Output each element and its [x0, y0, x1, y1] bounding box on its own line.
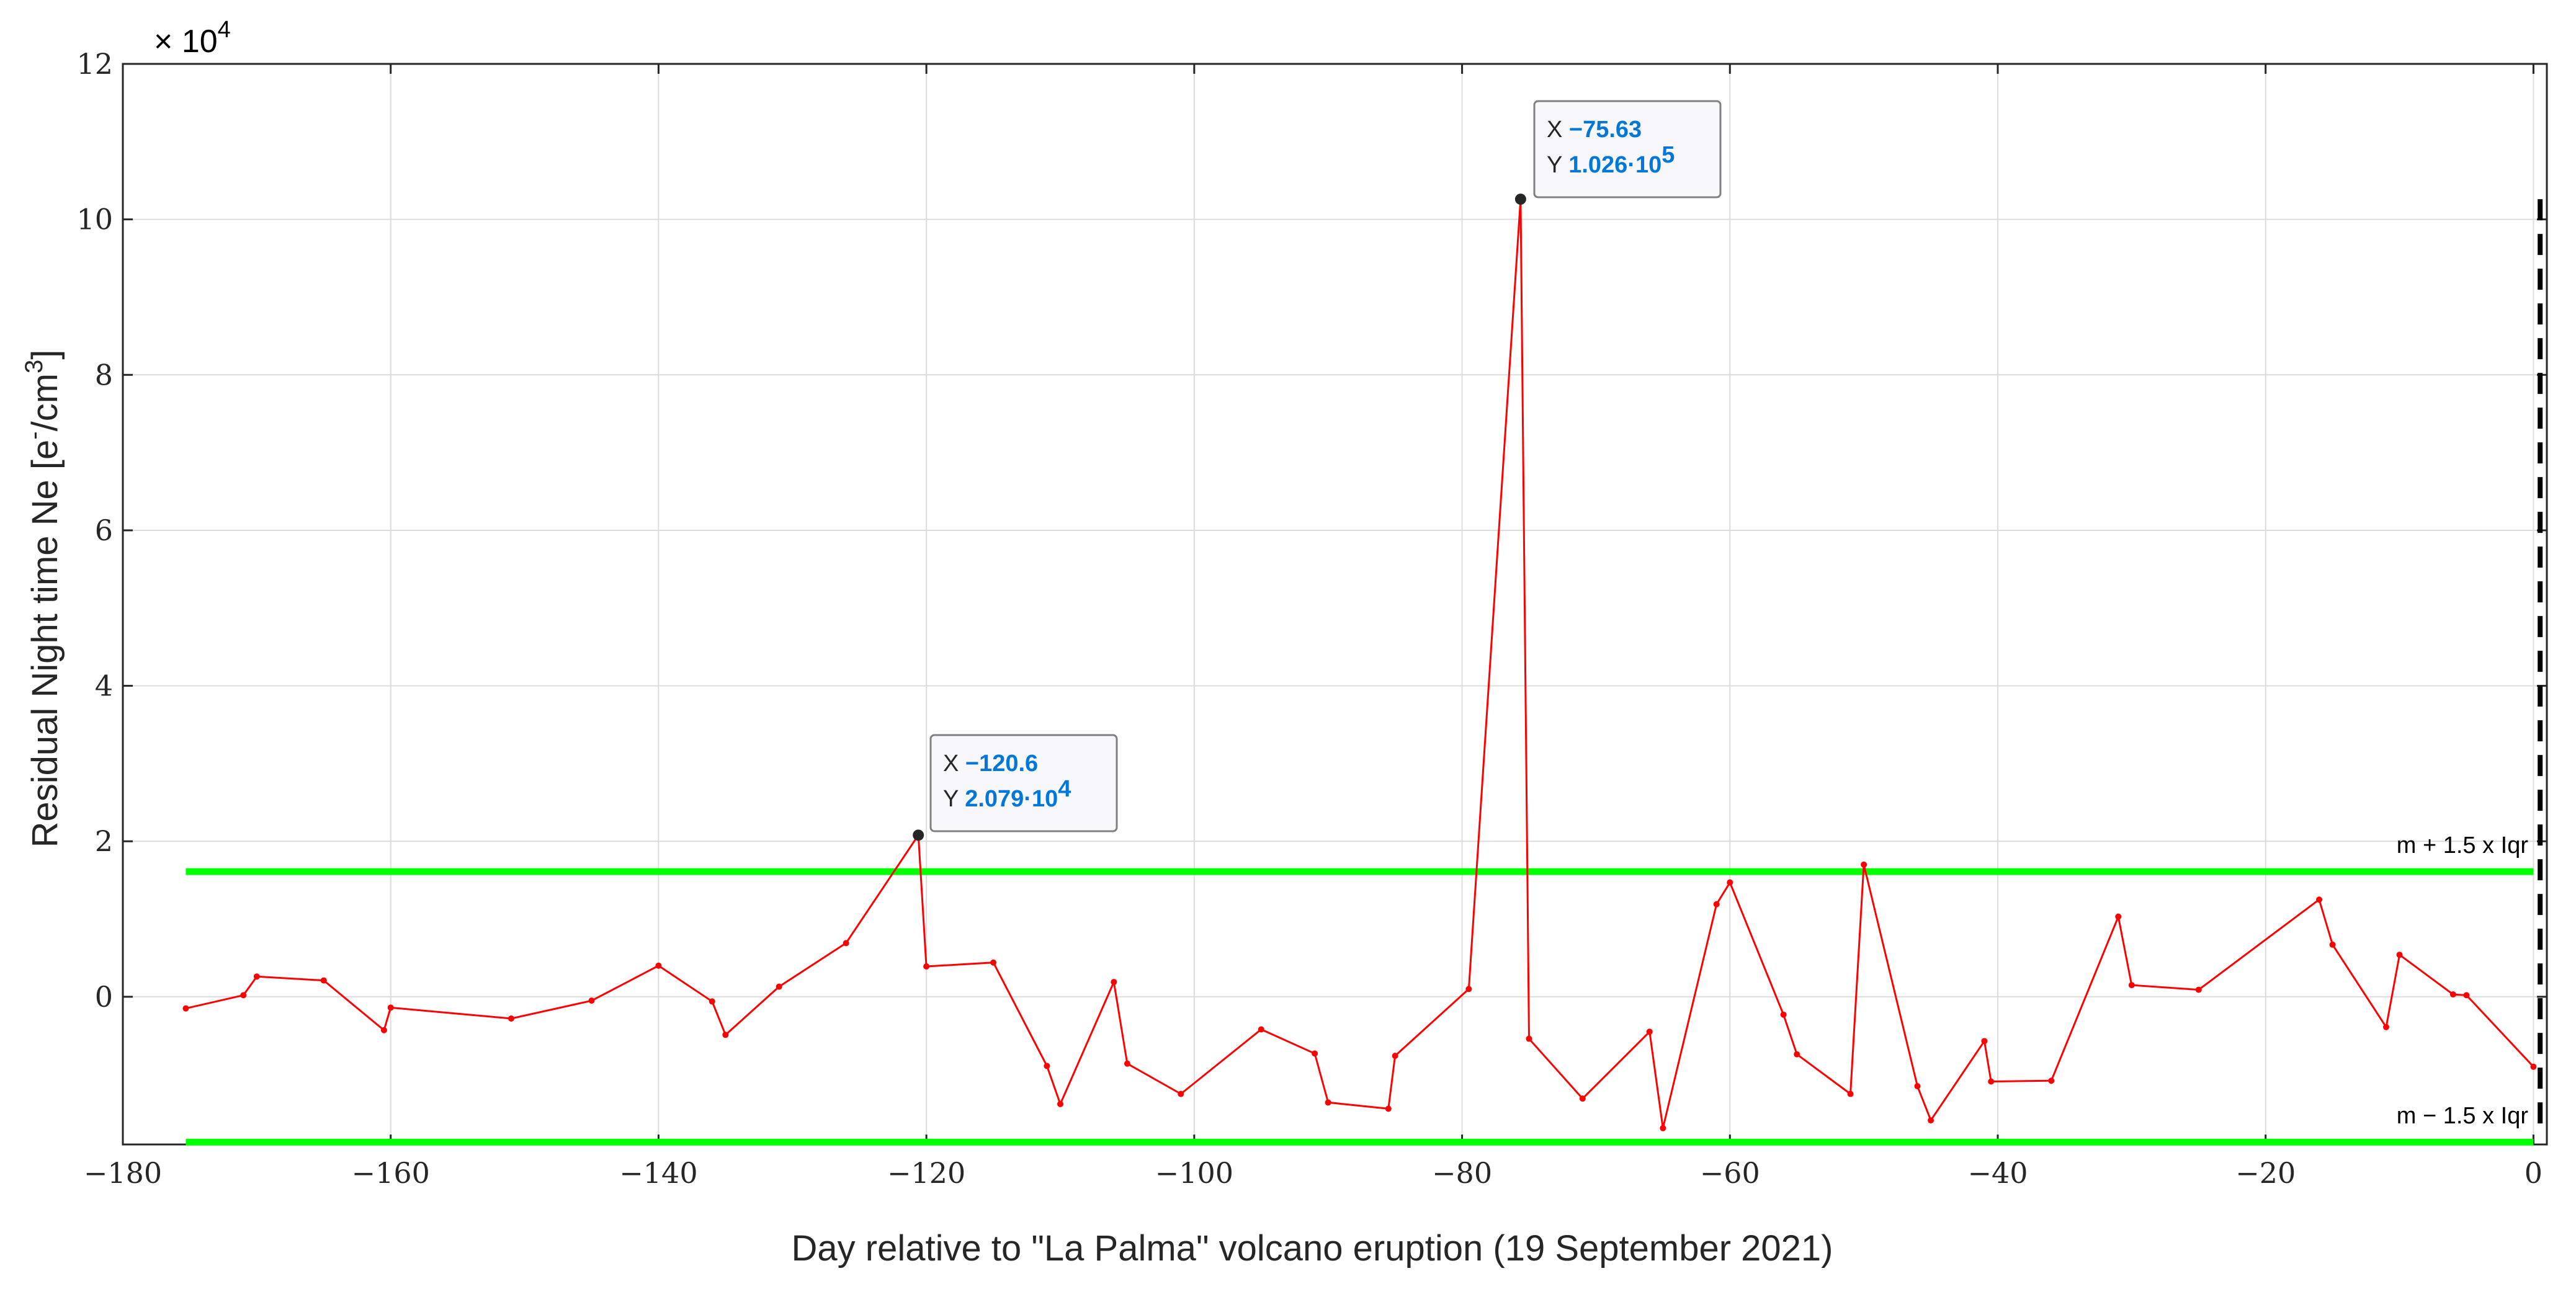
axis-ticks: −180 −160 −140 −120 −100 −80 −60 −40 −20 0 0 2 4 6 8 10…: [76, 47, 2547, 1190]
data-point: [1385, 1105, 1392, 1112]
x-tick-label: 0: [2525, 1156, 2542, 1190]
data-point: [1914, 1083, 1921, 1090]
data-point: [1465, 986, 1472, 992]
data-point: [923, 963, 930, 970]
data-point: [1579, 1095, 1586, 1102]
data-point: [1312, 1050, 1318, 1057]
data-point: [1660, 1125, 1666, 1131]
data-point: [240, 992, 247, 999]
x-tick-label: −100: [1155, 1156, 1233, 1190]
data-point: [2396, 952, 2403, 958]
data-point: [1526, 1035, 1532, 1042]
y-tick-label: 6: [95, 514, 113, 547]
datatip-y: Y 1.026·105: [1547, 142, 1675, 178]
data-point: [1111, 979, 1117, 986]
data-point: [380, 1027, 387, 1033]
data-point: [1178, 1091, 1184, 1097]
datatip: X −75.63Y 1.026·105: [1514, 100, 1722, 205]
data-point: [1124, 1060, 1130, 1067]
datatip-x: X −120.6: [943, 751, 1038, 777]
x-tick-label: −140: [619, 1156, 697, 1190]
data-point: [182, 1005, 189, 1012]
data-point: [990, 959, 997, 966]
x-tick-label: −80: [1432, 1156, 1492, 1190]
data-point: [655, 962, 662, 969]
datatip: X −120.6Y 2.079·104: [913, 734, 1118, 841]
data-point: [2329, 941, 2336, 948]
data-point: [1646, 1028, 1653, 1035]
y-tick-label: 4: [95, 669, 113, 703]
y-tick-label: 0: [95, 980, 113, 1014]
data-point: [709, 998, 715, 1005]
data-point: [2449, 991, 2456, 998]
x-tick-label: −160: [352, 1156, 430, 1190]
data-point: [1727, 879, 1733, 886]
data-point: [1044, 1063, 1050, 1069]
x-tick-label: −40: [1967, 1156, 2028, 1190]
data-point: [1988, 1078, 1995, 1085]
y-tick-label: 10: [76, 203, 113, 236]
data-point: [1713, 901, 1720, 908]
datatip-marker: [1514, 194, 1526, 205]
datatip-box: [929, 734, 1118, 832]
datatips: X −120.6Y 2.079·104 X −75.63Y 1.026·105: [913, 100, 1722, 841]
datatip-x: X −75.63: [1547, 117, 1642, 143]
y-axis-title: Residual Night time Ne [e-/cm3]: [20, 350, 65, 848]
data-point: [1794, 1051, 1800, 1058]
data-point: [2316, 896, 2323, 903]
data-point: [387, 1004, 394, 1011]
x-axis-title: Day relative to "La Palma" volcano erupt…: [792, 1228, 1833, 1269]
y-tick-label: 2: [95, 824, 113, 858]
data-point: [1325, 1099, 1331, 1106]
x-tick-label: −60: [1700, 1156, 1760, 1190]
data-point: [2115, 913, 2122, 920]
y-tick-label: 8: [95, 358, 113, 391]
series-residual-ne: [182, 196, 2537, 1131]
reference-line-label: m + 1.5 x Iqr: [2397, 832, 2529, 859]
data-point: [2128, 982, 2135, 989]
x-tick-label: −180: [84, 1156, 162, 1190]
reference-line-label: m − 1.5 x Iqr: [2397, 1103, 2529, 1129]
data-point: [843, 940, 849, 947]
data-point: [508, 1015, 514, 1022]
reference-lines: m + 1.5 x Iqr m − 1.5 x Iqr: [186, 832, 2534, 1146]
data-point: [2530, 1063, 2537, 1070]
data-point: [253, 973, 260, 980]
x-tick-label: −120: [887, 1156, 965, 1190]
data-point: [1392, 1053, 1398, 1059]
data-point: [2195, 986, 2202, 993]
datatip-marker: [913, 829, 924, 841]
datatip-box: [1533, 100, 1722, 198]
data-point: [2463, 992, 2470, 999]
data-point: [776, 983, 782, 990]
data-point: [1258, 1026, 1264, 1033]
data-point: [1928, 1117, 1934, 1124]
data-point: [1847, 1091, 1854, 1097]
data-point: [1780, 1011, 1787, 1018]
datatip-y: Y 2.079·104: [943, 776, 1071, 812]
y-tick-label: 12: [76, 47, 113, 81]
data-point: [1057, 1100, 1063, 1107]
data-point: [1861, 861, 1867, 868]
y-exponent-label: × 104: [154, 17, 231, 60]
data-point: [1981, 1038, 1988, 1045]
x-tick-label: −20: [2235, 1156, 2296, 1190]
data-point: [588, 997, 595, 1004]
data-point: [2382, 1024, 2389, 1030]
data-point: [2048, 1077, 2055, 1084]
data-point: [722, 1032, 729, 1038]
data-point: [320, 977, 327, 984]
